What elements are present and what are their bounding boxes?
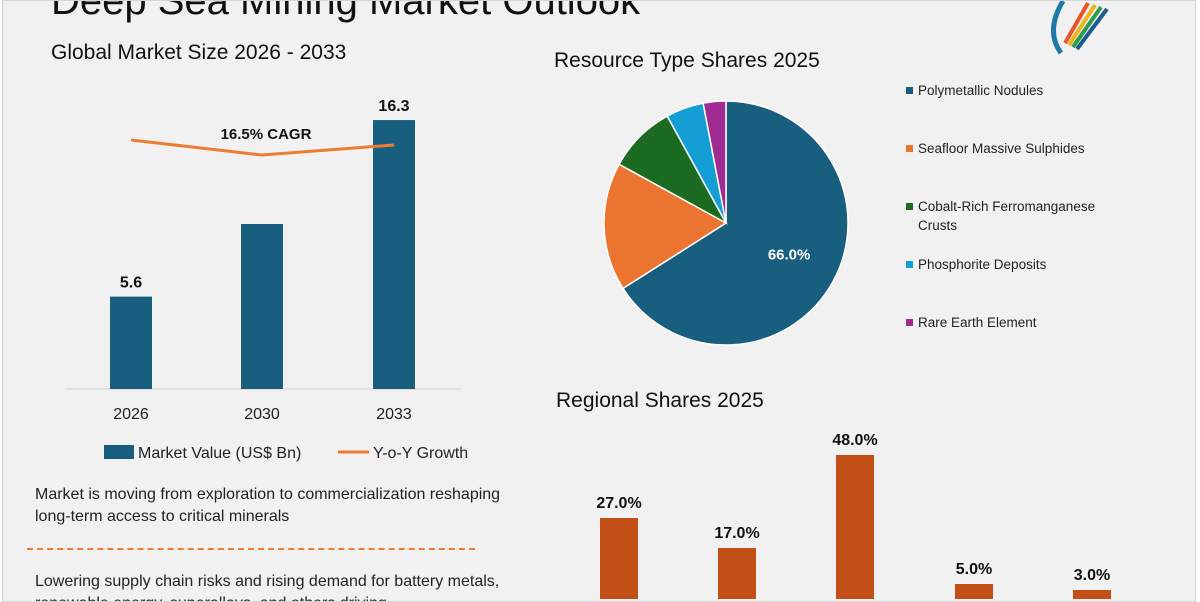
- x-tick-label: 2026: [113, 406, 149, 423]
- data-label: 27.0%: [596, 495, 641, 512]
- market-chart-title: Global Market Size 2026 - 2033: [51, 41, 347, 64]
- regional-chart-title: Regional Shares 2025: [556, 389, 764, 412]
- regional-bar: [1073, 590, 1111, 599]
- legend-item: Seafloor Massive Sulphides: [906, 139, 1136, 158]
- pie-slice-0: [621, 100, 849, 346]
- bar-2033: [373, 120, 415, 390]
- legend-swatch: [906, 261, 913, 268]
- legend-yoy-growth: Y-o-Y Growth: [373, 445, 468, 462]
- data-label: 16.3: [378, 98, 409, 115]
- x-tick-label: 2033: [376, 406, 412, 423]
- legend-label: Rare Earth Element: [918, 315, 1037, 330]
- data-label: 5.6: [120, 275, 142, 292]
- pie-slice-1: [603, 163, 728, 290]
- regional-bar: [600, 518, 638, 599]
- legend-swatch: [906, 87, 913, 94]
- legend-label: Cobalt-Rich Ferromanganese Crusts: [918, 199, 1096, 233]
- regional-bar: [955, 584, 993, 599]
- page-title: Deep Sea Mining Market Outlook: [51, 0, 641, 23]
- legend-swatch-market-value: [104, 445, 134, 459]
- legend-market-value: Market Value (US$ Bn): [138, 445, 301, 462]
- market-size-chart: 5.6 2026 2030 16.3 2033 16.5% CAGR Market Valu…: [65, 98, 468, 462]
- data-label: 5.0%: [956, 561, 992, 578]
- pie-data-label: 66.0%: [768, 246, 811, 263]
- insight-1: Market is moving from exploration to com…: [35, 486, 501, 525]
- legend-item: Rare Earth Element: [906, 313, 1136, 332]
- legend-item: Polymetallic Nodules: [906, 81, 1136, 100]
- bar-2026: [110, 296, 152, 389]
- dashed-divider: [27, 548, 475, 550]
- data-label: 48.0%: [832, 432, 877, 449]
- legend-swatch: [906, 319, 913, 326]
- regional-bar: [718, 548, 756, 599]
- logo: [1051, 1, 1109, 55]
- legend-label: Phosphorite Deposits: [918, 257, 1047, 272]
- regional-bar-chart: 27.0% 17.0% 48.0% 5.0% 3.0%: [596, 432, 1111, 599]
- regional-bar: [836, 455, 874, 599]
- cagr-annotation: 16.5% CAGR: [221, 126, 312, 143]
- insight-2: Lowering supply chain risks and rising d…: [35, 573, 500, 601]
- resource-pie-chart: 66.0%: [603, 100, 849, 346]
- pie-chart-title: Resource Type Shares 2025: [554, 49, 820, 72]
- bar-2030: [241, 224, 283, 389]
- legend-label: Polymetallic Nodules: [918, 83, 1044, 98]
- data-label: 17.0%: [714, 525, 759, 542]
- legend-label: Seafloor Massive Sulphides: [918, 141, 1085, 156]
- data-label: 3.0%: [1074, 567, 1110, 584]
- legend-swatch: [906, 203, 913, 210]
- x-tick-label: 2030: [244, 406, 280, 423]
- legend-item: Cobalt-Rich Ferromanganese Crusts: [906, 197, 1136, 235]
- legend-item: Phosphorite Deposits: [906, 255, 1136, 274]
- pie-slice-4: [702, 100, 727, 224]
- legend-swatch: [906, 145, 913, 152]
- yoy-growth-line: [130, 138, 395, 157]
